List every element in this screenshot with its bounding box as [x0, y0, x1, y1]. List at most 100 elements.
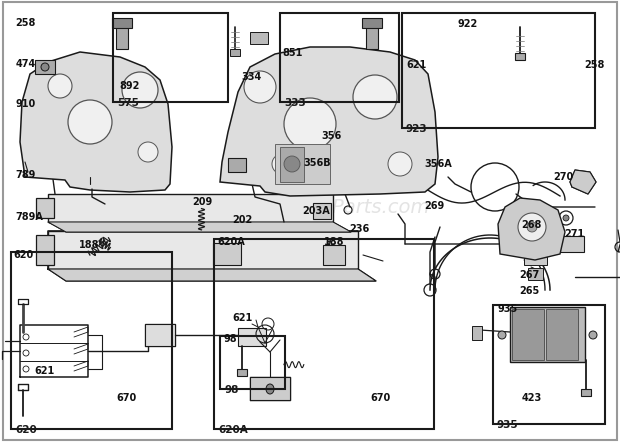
Text: 670: 670: [371, 393, 391, 403]
Text: 621: 621: [34, 366, 55, 376]
Text: 935: 935: [497, 304, 518, 313]
Bar: [323, 245, 345, 265]
Bar: [48, 231, 358, 269]
Text: 270: 270: [553, 172, 574, 182]
Bar: [228, 158, 246, 172]
Text: 621: 621: [232, 313, 253, 323]
Bar: [36, 235, 54, 265]
Text: eReplacementParts.com: eReplacementParts.com: [191, 198, 429, 217]
Polygon shape: [48, 269, 376, 281]
Bar: [47, 159, 57, 166]
Text: 268: 268: [521, 221, 541, 230]
Text: 356: 356: [321, 131, 342, 141]
Circle shape: [41, 63, 49, 71]
Bar: [280, 147, 304, 182]
Text: 98: 98: [223, 335, 237, 344]
Text: 851: 851: [282, 48, 303, 58]
Text: 334: 334: [242, 72, 262, 82]
Circle shape: [284, 156, 300, 172]
Bar: [36, 198, 54, 218]
Text: 575: 575: [117, 98, 140, 108]
Circle shape: [388, 152, 412, 176]
Circle shape: [138, 142, 158, 162]
Bar: [238, 328, 266, 346]
Text: 789: 789: [16, 170, 36, 179]
Text: 910: 910: [16, 99, 36, 109]
Text: 356B: 356B: [304, 158, 332, 168]
Bar: [214, 239, 434, 429]
Bar: [275, 144, 330, 184]
Polygon shape: [498, 198, 565, 260]
Text: 236: 236: [349, 224, 370, 234]
Circle shape: [122, 72, 158, 108]
Circle shape: [527, 222, 537, 232]
Text: 188: 188: [324, 237, 344, 247]
Text: 333: 333: [284, 98, 306, 108]
Circle shape: [272, 154, 292, 174]
Bar: [313, 203, 331, 219]
Circle shape: [68, 100, 112, 144]
Polygon shape: [570, 170, 596, 194]
Ellipse shape: [266, 384, 274, 394]
Bar: [560, 236, 584, 252]
Bar: [512, 309, 544, 360]
Bar: [250, 377, 290, 400]
Circle shape: [48, 74, 72, 98]
Text: 922: 922: [458, 19, 478, 29]
Bar: [48, 194, 333, 222]
Text: 620A: 620A: [218, 425, 247, 435]
Polygon shape: [20, 52, 172, 192]
Text: 935: 935: [497, 420, 518, 431]
Text: 474: 474: [16, 59, 36, 69]
Text: 269: 269: [425, 201, 445, 210]
Circle shape: [563, 215, 569, 221]
Bar: [220, 336, 285, 389]
Bar: [402, 13, 595, 128]
Text: 620A: 620A: [217, 237, 245, 247]
Text: 892: 892: [120, 81, 140, 91]
Text: 423: 423: [522, 393, 542, 403]
Bar: [113, 13, 228, 102]
Bar: [116, 27, 128, 49]
Text: 620: 620: [15, 425, 37, 435]
Text: 98: 98: [224, 385, 239, 395]
Bar: [237, 369, 247, 376]
Bar: [112, 18, 132, 28]
Circle shape: [284, 98, 336, 150]
Circle shape: [498, 331, 506, 339]
Bar: [515, 53, 525, 60]
Text: 258: 258: [16, 19, 36, 28]
Bar: [362, 18, 382, 28]
Text: 203A: 203A: [303, 206, 330, 216]
Bar: [510, 307, 585, 362]
Polygon shape: [524, 250, 547, 265]
Text: 789A: 789A: [16, 212, 43, 221]
Bar: [11, 252, 172, 429]
Text: 188: 188: [79, 240, 100, 250]
Text: 258: 258: [585, 61, 605, 70]
Text: 202: 202: [232, 215, 253, 225]
Bar: [230, 49, 240, 56]
Text: 621: 621: [407, 61, 427, 70]
Bar: [528, 268, 543, 280]
Text: 265: 265: [520, 286, 540, 296]
Circle shape: [244, 71, 276, 103]
Circle shape: [518, 213, 546, 241]
Text: 267: 267: [520, 270, 540, 280]
Bar: [250, 32, 268, 44]
Polygon shape: [48, 222, 351, 232]
Bar: [213, 243, 241, 265]
Bar: [472, 326, 482, 340]
Bar: [366, 27, 378, 49]
Bar: [145, 324, 175, 346]
Text: 670: 670: [117, 393, 137, 403]
Bar: [35, 60, 55, 74]
Circle shape: [353, 75, 397, 119]
Circle shape: [589, 331, 597, 339]
Bar: [280, 13, 399, 102]
Text: 209: 209: [192, 198, 213, 207]
Text: 271: 271: [564, 229, 585, 239]
Bar: [493, 305, 604, 424]
Text: 356A: 356A: [425, 159, 453, 168]
Polygon shape: [220, 47, 438, 196]
